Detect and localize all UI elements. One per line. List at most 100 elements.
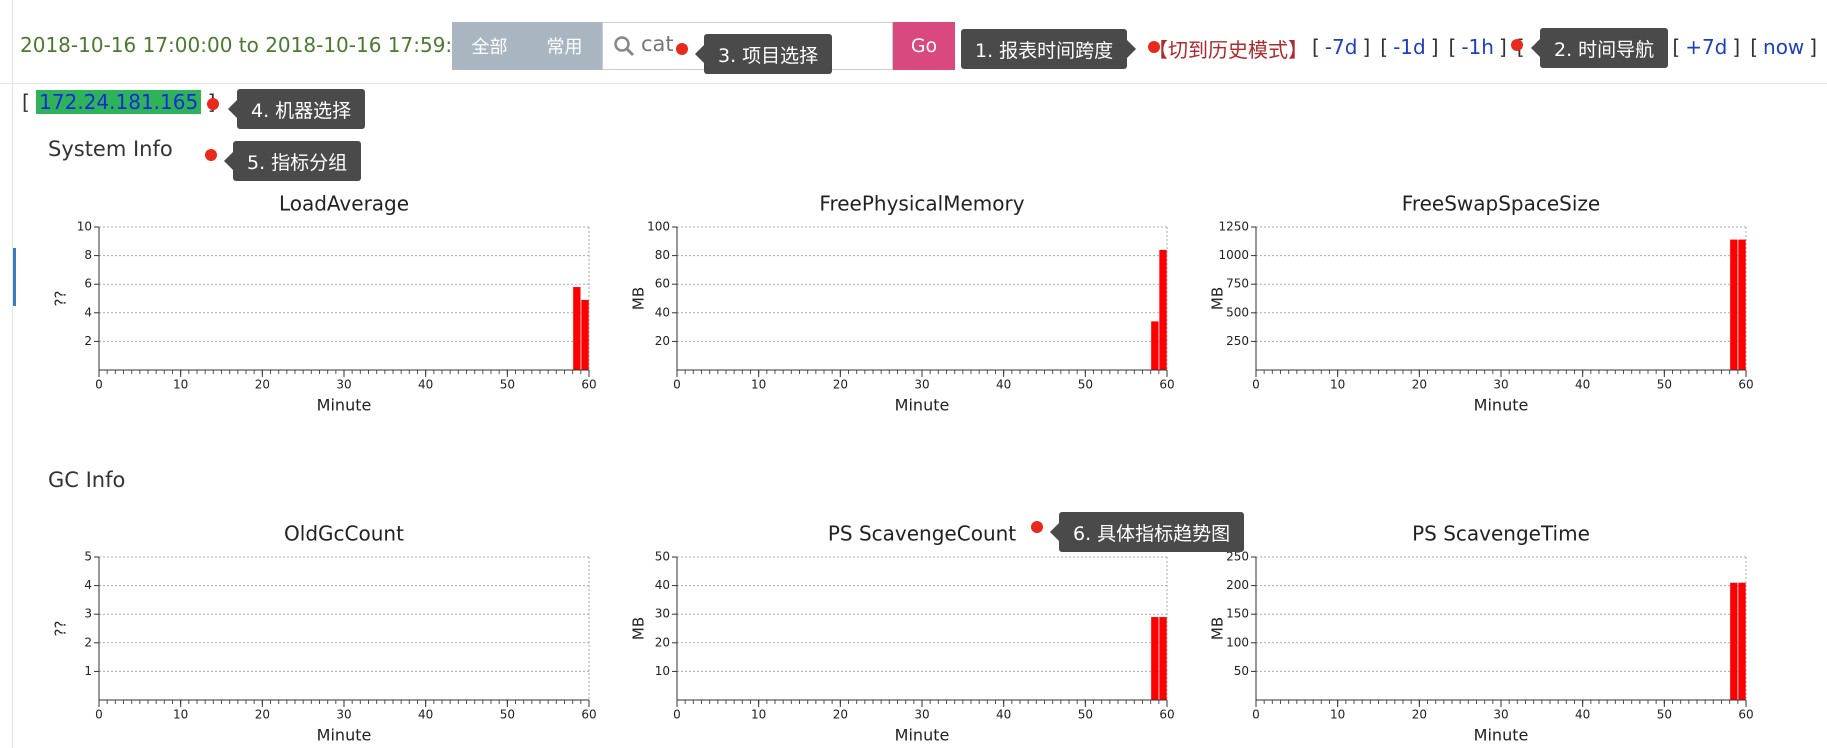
- tooltip: 1. 报表时间跨度: [961, 29, 1137, 69]
- bar: [1151, 321, 1159, 370]
- y-tick-label: 1250: [1218, 220, 1249, 234]
- x-tick-label: 50: [500, 378, 515, 392]
- x-tick-label: 40: [996, 378, 1011, 392]
- search-icon: [614, 36, 635, 57]
- x-tick-label: 50: [500, 708, 515, 722]
- y-tick-label: 40: [655, 305, 670, 319]
- y-tick-label: 40: [655, 578, 670, 592]
- group-title: GC Info: [48, 468, 126, 492]
- x-axis-label: Minute: [895, 726, 950, 745]
- x-tick-label: 40: [1575, 708, 1590, 722]
- x-tick-label: 40: [418, 708, 433, 722]
- bar: [1159, 617, 1167, 700]
- y-tick-label: 250: [1226, 334, 1249, 348]
- search-text: cat: [641, 32, 674, 56]
- chart-title: PS ScavengeTime: [1412, 522, 1590, 546]
- x-tick-label: 0: [673, 378, 681, 392]
- bracket: ]: [1732, 35, 1741, 59]
- x-tick-label: 50: [1078, 378, 1093, 392]
- y-tick-label: 30: [655, 607, 670, 621]
- bracket: [: [1750, 35, 1759, 59]
- y-axis-label: MB: [630, 287, 648, 310]
- nav-link[interactable]: -1h: [1461, 35, 1494, 59]
- y-tick-label: 250: [1226, 550, 1249, 564]
- x-tick-label: 30: [1493, 708, 1508, 722]
- y-axis-label: ??: [52, 621, 70, 637]
- tooltip: 5. 指标分组: [223, 141, 362, 181]
- x-tick-label: 10: [1330, 708, 1345, 722]
- x-tick-label: 50: [1657, 378, 1672, 392]
- x-tick-label: 20: [1412, 378, 1427, 392]
- nav-link[interactable]: -1d: [1393, 35, 1426, 59]
- x-tick-label: 0: [673, 708, 681, 722]
- x-tick-label: 50: [1078, 708, 1093, 722]
- y-tick-label: 500: [1226, 305, 1249, 319]
- y-axis-label: MB: [1209, 617, 1227, 640]
- chart-title: FreeSwapSpaceSize: [1402, 192, 1600, 216]
- y-tick-label: 10: [77, 220, 92, 234]
- marker-dot: [1031, 521, 1043, 533]
- nav-link[interactable]: +7d: [1685, 35, 1728, 59]
- tab-button[interactable]: 全部: [452, 22, 527, 70]
- x-tick-label: 40: [996, 708, 1011, 722]
- x-axis-label: Minute: [1474, 726, 1529, 745]
- x-tick-label: 20: [255, 378, 270, 392]
- chart-title: PS ScavengeCount: [828, 522, 1016, 546]
- border: [12, 0, 13, 748]
- y-tick-label: 4: [84, 578, 92, 592]
- x-tick-label: 10: [751, 378, 766, 392]
- y-tick-label: 20: [655, 334, 670, 348]
- nav-link[interactable]: -7d: [1324, 35, 1358, 59]
- x-tick-label: 60: [1159, 708, 1174, 722]
- x-tick-label: 60: [581, 708, 596, 722]
- y-tick-label: 60: [655, 277, 670, 291]
- y-tick-label: 20: [655, 635, 670, 649]
- nav-item: [+7d]: [1672, 35, 1740, 59]
- machine-ip[interactable]: 172.24.181.165: [36, 90, 202, 114]
- bar: [581, 299, 589, 370]
- bar: [573, 287, 581, 370]
- marker-dot: [676, 43, 688, 55]
- x-axis-label: Minute: [317, 726, 372, 745]
- y-tick-label: 8: [84, 248, 92, 262]
- x-tick-label: 30: [1493, 378, 1508, 392]
- y-tick-label: 100: [1226, 635, 1249, 649]
- x-tick-label: 30: [914, 708, 929, 722]
- divider: [0, 83, 1827, 84]
- bracket: ]: [1362, 35, 1371, 59]
- y-tick-label: 750: [1226, 277, 1249, 291]
- chart-title: OldGcCount: [284, 522, 404, 546]
- bracket: [: [1672, 35, 1681, 59]
- x-tick-label: 10: [1330, 378, 1345, 392]
- x-tick-label: 60: [581, 378, 596, 392]
- go-button[interactable]: Go: [893, 22, 955, 70]
- chart-title: FreePhysicalMemory: [819, 192, 1024, 216]
- bracket: [: [1312, 35, 1320, 59]
- x-tick-label: 30: [914, 378, 929, 392]
- y-tick-label: 3: [84, 607, 92, 621]
- x-axis-label: Minute: [317, 396, 372, 415]
- marker-dot: [1511, 39, 1523, 51]
- history-mode[interactable]: 【切到历史模式】: [1148, 38, 1308, 62]
- x-axis-label: Minute: [895, 396, 950, 415]
- x-tick-label: 0: [1252, 378, 1260, 392]
- bar: [1159, 249, 1167, 370]
- group-title: System Info: [48, 137, 173, 161]
- y-tick-label: 10: [655, 664, 670, 678]
- bar: [1151, 617, 1159, 700]
- bar: [1738, 582, 1746, 700]
- x-tick-label: 20: [1412, 708, 1427, 722]
- tab-button[interactable]: 常用: [527, 22, 602, 70]
- tooltip: 2. 时间导航: [1530, 28, 1669, 68]
- x-tick-label: 60: [1159, 378, 1174, 392]
- x-tick-label: 60: [1738, 708, 1753, 722]
- marker-dot: [207, 98, 219, 110]
- tooltip: 6. 具体指标趋势图: [1049, 512, 1245, 552]
- x-tick-label: 10: [173, 378, 188, 392]
- y-axis-label: MB: [630, 617, 648, 640]
- y-tick-label: 5: [84, 550, 92, 564]
- y-tick-label: 1: [84, 664, 92, 678]
- nav-link[interactable]: now: [1763, 35, 1805, 59]
- bar: [1738, 239, 1746, 370]
- y-tick-label: 2: [84, 334, 92, 348]
